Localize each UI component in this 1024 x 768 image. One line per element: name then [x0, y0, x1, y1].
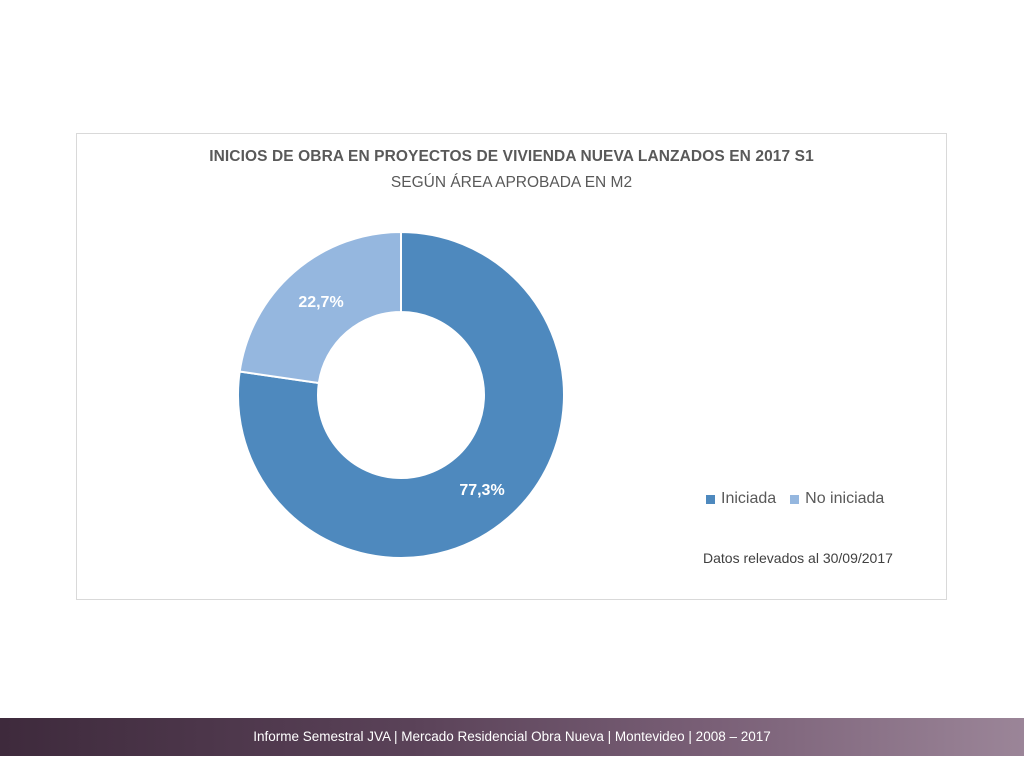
- slice-no-iniciada: [238, 230, 402, 385]
- legend-swatch-iniciada: [706, 494, 715, 504]
- footer-text: Informe Semestral JVA | Mercado Residenc…: [253, 729, 771, 744]
- chart-frame: INICIOS DE OBRA EN PROYECTOS DE VIVIENDA…: [76, 133, 947, 600]
- chart-subtitle: SEGÚN ÁREA APROBADA EN M2: [390, 174, 633, 191]
- chart-legend: Iniciada No iniciada: [706, 490, 884, 508]
- data-label-no-iniciada: 22,7%: [298, 294, 343, 311]
- legend-item-iniciada: Iniciada: [706, 490, 776, 508]
- legend-item-no-iniciada: No iniciada: [790, 490, 884, 508]
- data-date-note: Datos relevados al 30/09/2017: [703, 550, 893, 566]
- legend-label-no-iniciada: No iniciada: [805, 490, 885, 507]
- legend-label-iniciada: Iniciada: [721, 490, 777, 507]
- data-label-iniciada: 77,3%: [459, 482, 504, 499]
- footer-bar: Informe Semestral JVA | Mercado Residenc…: [0, 718, 1024, 756]
- slice-iniciada: [237, 230, 565, 559]
- legend-swatch-no-iniciada: [790, 494, 800, 504]
- donut-chart: 77,3% 22,7%: [237, 230, 565, 559]
- chart-title: INICIOS DE OBRA EN PROYECTOS DE VIVIENDA…: [209, 148, 814, 165]
